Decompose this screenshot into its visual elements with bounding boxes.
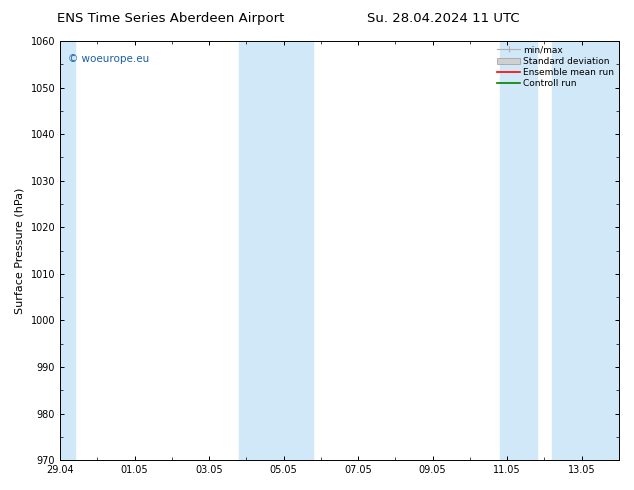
- Bar: [500, 41, 537, 460]
- Text: © woeurope.eu: © woeurope.eu: [68, 53, 150, 64]
- Legend: min/max, Standard deviation, Ensemble mean run, Controll run: min/max, Standard deviation, Ensemble me…: [496, 44, 616, 90]
- Text: ENS Time Series Aberdeen Airport: ENS Time Series Aberdeen Airport: [58, 12, 285, 25]
- Y-axis label: Surface Pressure (hPa): Surface Pressure (hPa): [15, 187, 25, 314]
- Bar: [552, 41, 623, 460]
- Bar: [239, 41, 313, 460]
- Bar: [56, 41, 75, 460]
- Text: Su. 28.04.2024 11 UTC: Su. 28.04.2024 11 UTC: [368, 12, 520, 25]
